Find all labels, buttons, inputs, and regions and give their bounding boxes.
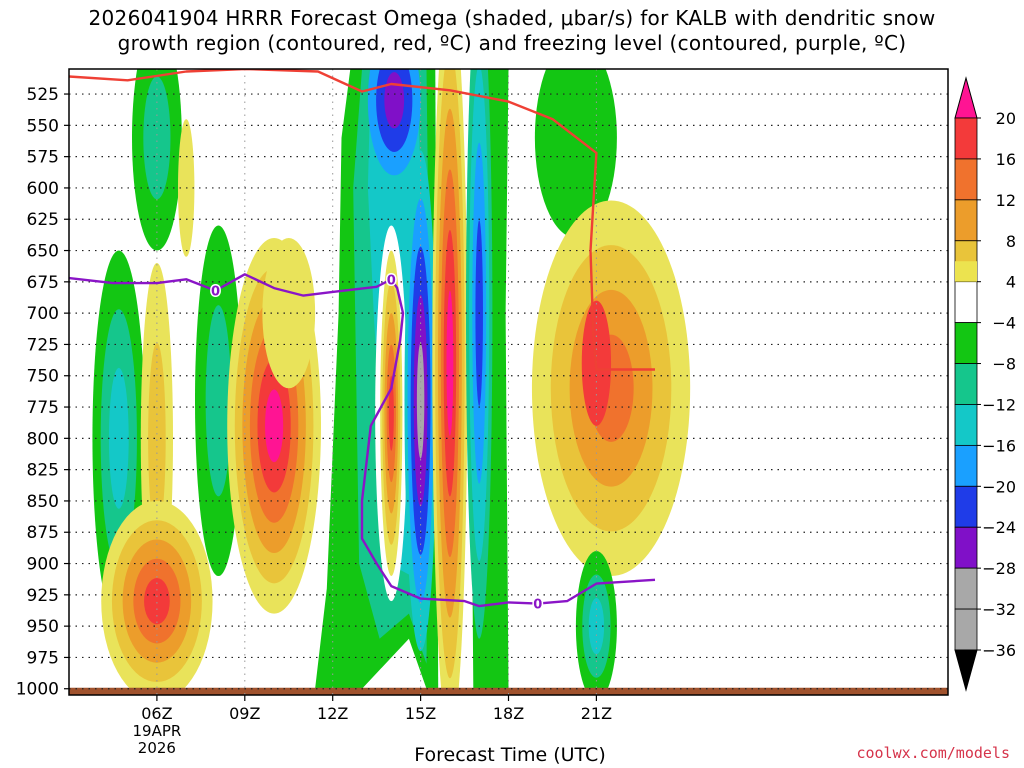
colorbar-label-7: −12 bbox=[982, 395, 1016, 414]
colorbar-label-12: −32 bbox=[982, 600, 1016, 619]
y-tick-label-575: 575 bbox=[27, 148, 59, 168]
x-tick-sublabel-year: 2026 bbox=[138, 739, 176, 757]
omega-region-topleft-sink-level-1 bbox=[143, 76, 171, 200]
omega-region-lowlevel-rise-level-4 bbox=[144, 577, 170, 625]
colorbar-segment-6 bbox=[954, 363, 978, 405]
colorbar-bottom-arrow bbox=[954, 649, 978, 692]
colorbar-label-11: −28 bbox=[982, 559, 1016, 578]
colorbar-segment-3b bbox=[955, 261, 977, 282]
colorbar-segment-7 bbox=[954, 404, 978, 446]
omega-region-upperright-sink-level-0 bbox=[534, 69, 617, 238]
freezing-level-label-0: 0 bbox=[211, 285, 220, 300]
dendritic-growth-contour bbox=[69, 69, 655, 371]
chart-title: 2026041904 HRRR Forecast Omega (shaded, … bbox=[0, 6, 1024, 56]
y-tick-label-700: 700 bbox=[27, 304, 59, 324]
colorbar-label-1: 16 bbox=[996, 150, 1016, 169]
omega-region-left-sink-level-2 bbox=[108, 367, 129, 509]
y-tick-label-525: 525 bbox=[27, 85, 59, 105]
freezing-level-label-2: 0 bbox=[533, 598, 542, 613]
y-tick-label-875: 875 bbox=[27, 523, 59, 543]
colorbar-label-8: −16 bbox=[982, 436, 1016, 455]
omega-region-10z-upper-rise-level-0 bbox=[262, 238, 316, 389]
colorbar-segment-0 bbox=[954, 117, 978, 160]
chart-title-line1: 2026041904 HRRR Forecast Omega (shaded, … bbox=[88, 6, 936, 30]
omega-region-upper-sink-level-2 bbox=[384, 72, 405, 129]
y-tick-label-950: 950 bbox=[27, 617, 59, 637]
colorbar-segment-5 bbox=[954, 322, 978, 364]
y-tick-label-800: 800 bbox=[27, 429, 59, 449]
y-tick-label-625: 625 bbox=[27, 210, 59, 230]
colorbar-label-9: −20 bbox=[982, 477, 1016, 496]
y-tick-label-750: 750 bbox=[27, 367, 59, 387]
x-tick-label-18Z: 18Z bbox=[493, 704, 524, 723]
x-tick-label-15Z: 15Z bbox=[405, 704, 436, 723]
contours: 0 0 0 bbox=[69, 69, 656, 614]
colorbar-segment-1 bbox=[954, 158, 978, 201]
omega-shading bbox=[69, 69, 948, 695]
colorbar-label-6: −8 bbox=[992, 355, 1016, 374]
omega-region-topleft-sink bbox=[132, 69, 182, 251]
x-tick-label-21Z: 21Z bbox=[581, 704, 612, 723]
omega-region-lowlevel-rise bbox=[101, 500, 213, 695]
y-tick-label-825: 825 bbox=[27, 461, 59, 481]
y-tick-label-900: 900 bbox=[27, 555, 59, 575]
colorbar-segment-8 bbox=[954, 444, 978, 487]
y-tick-label-550: 550 bbox=[27, 116, 59, 136]
omega-region-upper-sink bbox=[367, 69, 421, 176]
axes: 525 550 575 600 625 650 675 700 725 750 775 800 825 8… bbox=[16, 68, 949, 757]
credit-text: coolwx.com/models bbox=[856, 744, 1010, 762]
colorbar-segment-10 bbox=[954, 526, 978, 569]
colorbar-label-2: 12 bbox=[996, 191, 1016, 210]
ground-strip bbox=[69, 687, 948, 695]
omega-region-16z-rise-level-5 bbox=[446, 290, 454, 436]
y-tick-label-675: 675 bbox=[27, 273, 59, 293]
omega-region-right-rise bbox=[531, 200, 691, 577]
omega-region-10z-rise-level-5 bbox=[265, 389, 284, 463]
y-tick-label-725: 725 bbox=[27, 335, 59, 355]
omega-region-16z-rise bbox=[432, 69, 468, 695]
grid-lines bbox=[69, 69, 948, 695]
freezing-level-contour bbox=[69, 273, 656, 608]
colorbar-segment-4 bbox=[954, 281, 978, 324]
y-tick-label-925: 925 bbox=[27, 586, 59, 606]
omega-region-08z-sink-level-1 bbox=[205, 305, 232, 497]
colorbar-label-3: 8 bbox=[1006, 232, 1016, 251]
x-tick-label-09Z: 09Z bbox=[229, 704, 260, 723]
x-axis-label: Forecast Time (UTC) bbox=[414, 744, 606, 766]
x-tick-sublabel-date: 19APR bbox=[132, 722, 181, 740]
colorbar-label-10: −24 bbox=[982, 518, 1016, 537]
colorbar-segment-9 bbox=[954, 485, 978, 528]
omega-region-10z-upper-rise bbox=[262, 238, 316, 389]
colorbar-top-arrow bbox=[954, 76, 978, 119]
y-tick-label-1000: 1000 bbox=[16, 680, 59, 700]
freezing-level-label-1: 0 bbox=[387, 273, 396, 288]
y-tick-label-650: 650 bbox=[27, 242, 59, 262]
omega-region-06z-rise-level-1 bbox=[148, 342, 166, 534]
colorbar-segment-11 bbox=[954, 567, 978, 610]
omega-region-upperright-sink bbox=[534, 69, 617, 238]
colorbar-label-13: −36 bbox=[982, 641, 1016, 660]
colorbar-label-0: 20 bbox=[996, 109, 1016, 128]
omega-region-lowright-sink bbox=[575, 551, 617, 695]
y-tick-label-600: 600 bbox=[27, 179, 59, 199]
y-tick-label-775: 775 bbox=[27, 398, 59, 418]
omega-region-left-sink bbox=[92, 250, 146, 627]
colorbar: 20 16 12 8 4 −4 −8 −12 −16 −20 −24 −28 −32 −36 bbox=[954, 76, 1016, 692]
colorbar-segment-2 bbox=[954, 199, 978, 242]
colorbar-segment-12 bbox=[954, 608, 978, 651]
y-tick-label-975: 975 bbox=[27, 648, 59, 668]
x-tick-label-06Z: 06Z bbox=[141, 704, 172, 723]
omega-region-14z-rise-level-4 bbox=[388, 375, 394, 451]
colorbar-label-5: −4 bbox=[992, 314, 1016, 333]
x-tick-label-12Z: 12Z bbox=[317, 704, 348, 723]
chart-title-line2: growth region (contoured, red, ºC) and f… bbox=[117, 31, 907, 55]
colorbar-label-4: 4 bbox=[1006, 273, 1016, 292]
y-tick-label-850: 850 bbox=[27, 492, 59, 512]
